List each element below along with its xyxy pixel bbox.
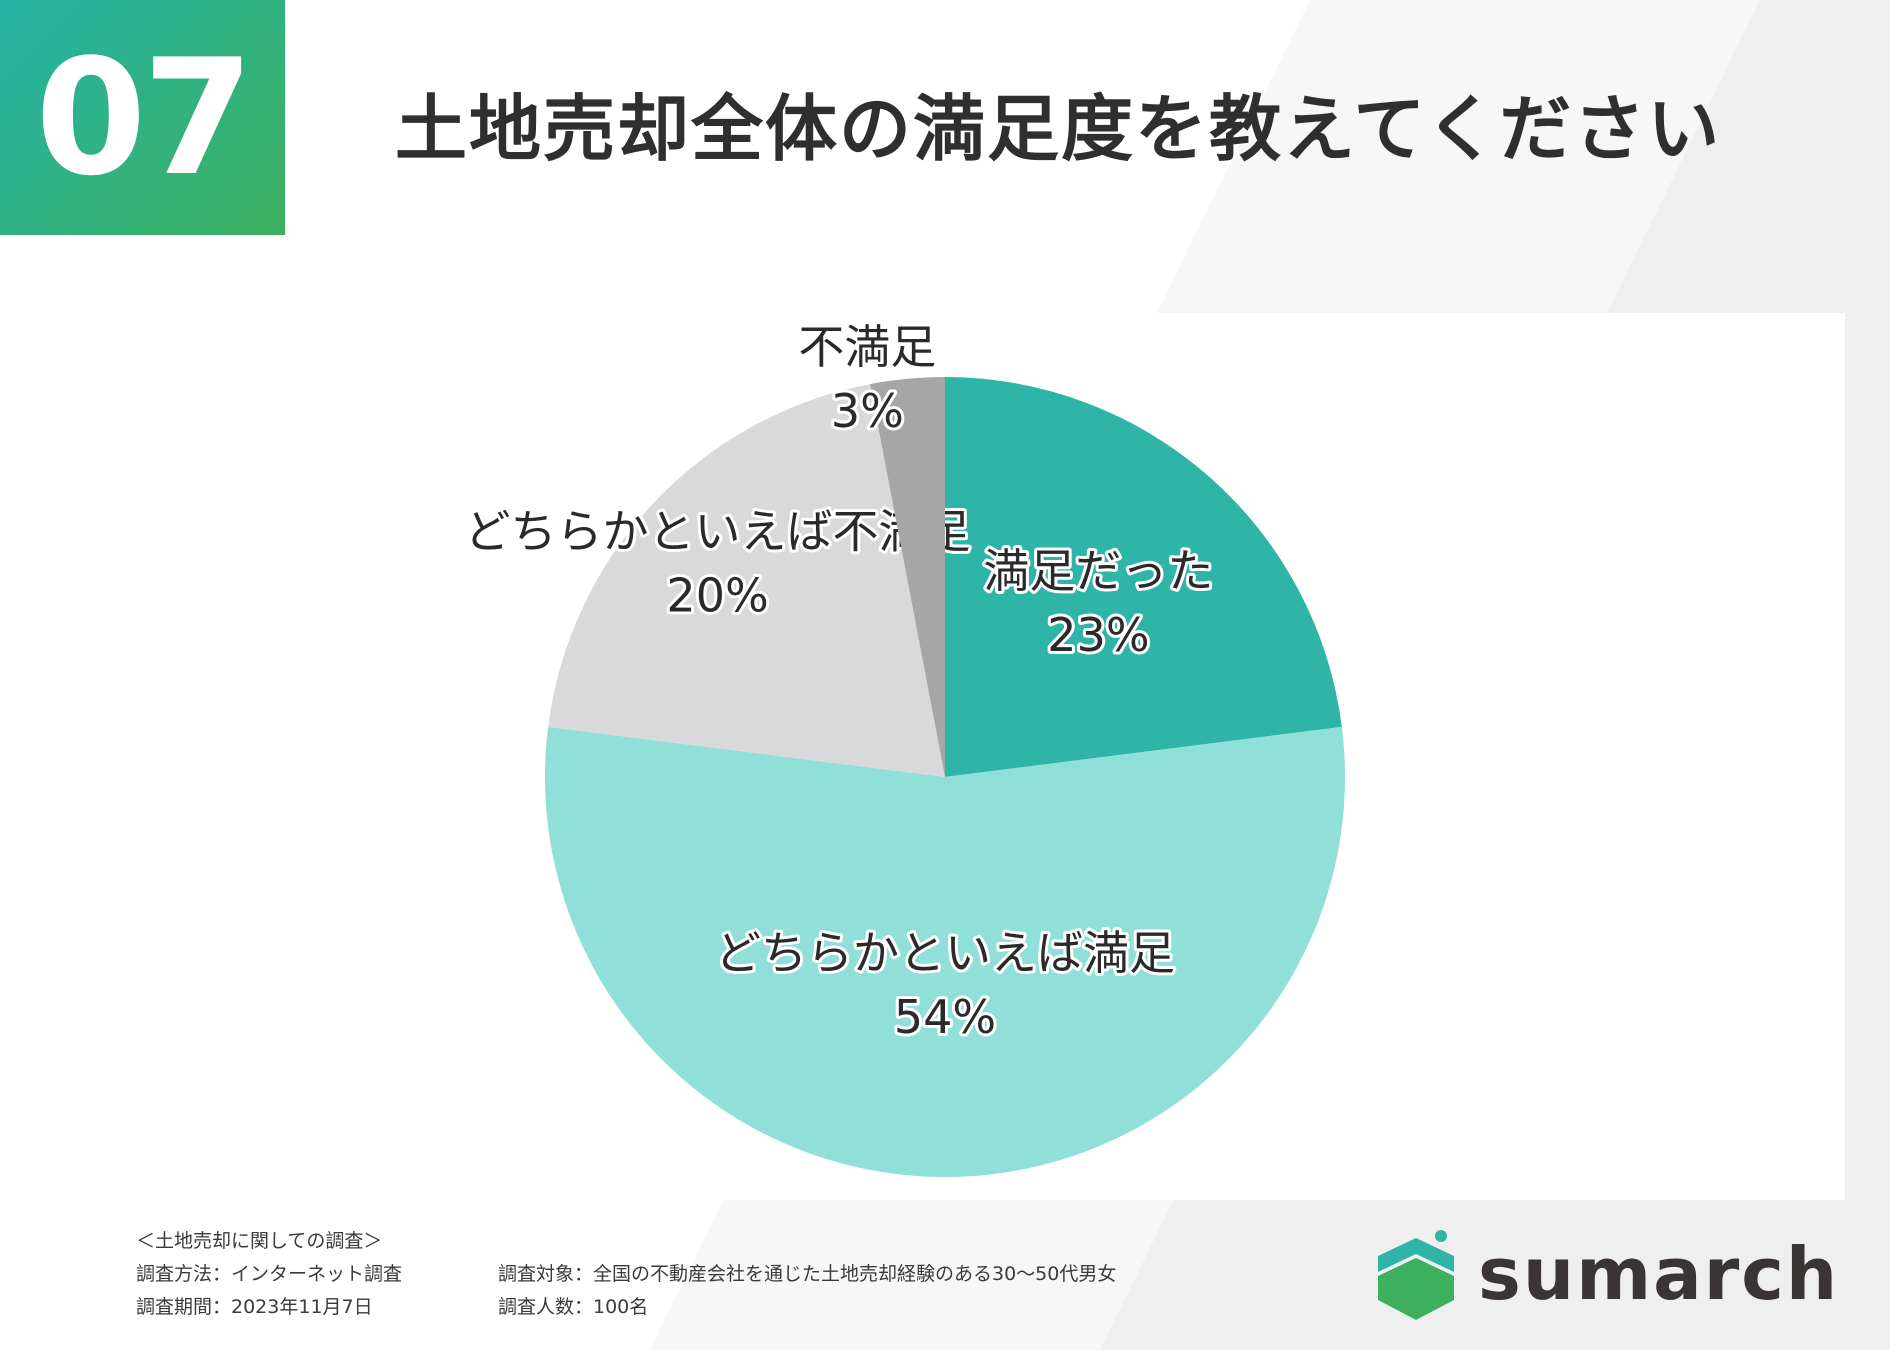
pie-slice [945,377,1342,777]
slice-label: 満足だった 23% [980,541,1216,665]
slice-label: 不満足 3% [795,317,939,441]
slice-category-label: どちらかといえば満足 [715,926,1175,980]
survey-method: 調査方法：インターネット調査 [136,1263,403,1285]
pie-slice [548,384,945,777]
slice-value-label: 54% [894,990,996,1044]
pie-slice [870,377,945,777]
slice-label: どちらかといえば不満足 20% [462,501,974,625]
logo-text: sumarch [1478,1232,1840,1316]
question-number: 07 [35,24,254,211]
survey-period: 調査期間：2023年11月7日 [136,1296,373,1318]
house-logo-icon [1378,1230,1454,1320]
slice-category-label: 不満足 [798,320,936,374]
question-number-badge: 07 [0,0,285,235]
slice-value-label: 20% [666,568,768,622]
slice-value-label: 23% [1047,608,1149,662]
slice-category-label: 満足だった [983,544,1213,598]
slice-category-label: どちらかといえば不満足 [465,504,971,558]
page-title: 土地売却全体の満足度を教えてください [395,87,1722,171]
survey-footer: ＜土地売却に関しての調査＞ 調査方法：インターネット調査 調査期間：2023年1… [136,1225,1116,1324]
slice-label: どちらかといえば満足 54% [712,923,1178,1047]
slice-value-label: 3% [831,384,904,438]
survey-target: 調査対象：全国の不動産会社を通じた土地売却経験のある30〜50代男女 [498,1263,1117,1285]
survey-count: 調査人数：100名 [498,1296,649,1318]
survey-heading: ＜土地売却に関しての調査＞ [136,1230,383,1252]
sumarch-logo: sumarch [1378,1228,1839,1320]
pie-slice [544,726,1345,1178]
